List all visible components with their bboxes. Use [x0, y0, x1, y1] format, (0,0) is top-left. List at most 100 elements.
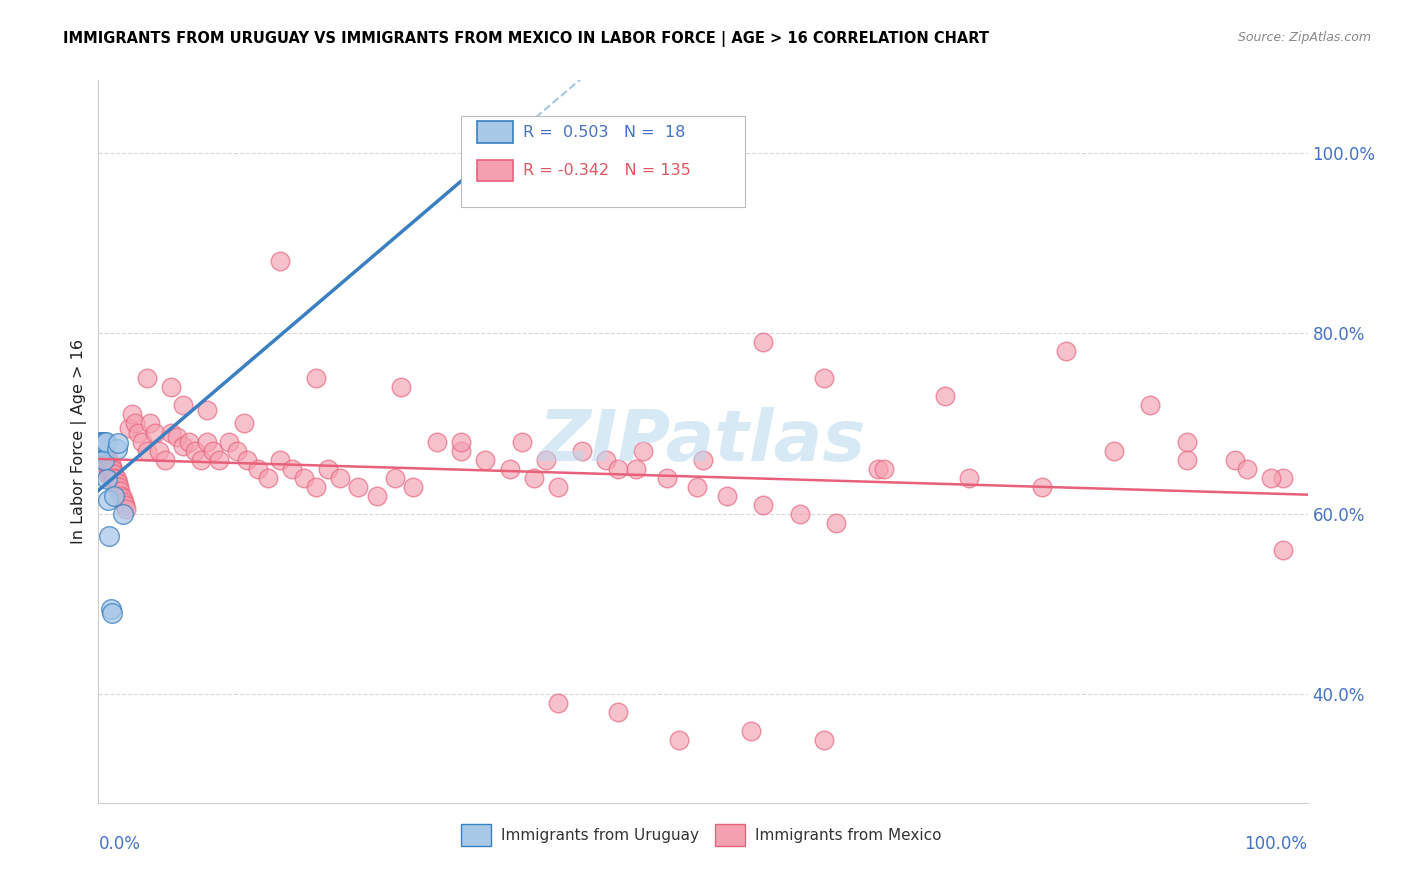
Point: [91, 452, 114, 467]
Point: [269, 254, 291, 268]
Point: [366, 489, 388, 503]
Point: [97, 464, 120, 478]
Point: [91, 442, 114, 456]
Point: [98, 459, 121, 474]
Point: [93, 452, 115, 467]
Point: [160, 425, 183, 440]
Point: [740, 723, 762, 738]
Point: [96, 450, 118, 464]
Point: [94, 434, 117, 449]
Point: [384, 471, 406, 485]
Point: [1054, 344, 1077, 359]
Point: [195, 434, 218, 449]
Point: [93, 461, 115, 475]
Point: [115, 502, 138, 516]
Point: [655, 471, 678, 485]
Point: [127, 425, 149, 440]
Point: [103, 489, 125, 503]
Point: [91, 436, 114, 450]
Point: [97, 493, 120, 508]
Text: ZIPatlas: ZIPatlas: [540, 407, 866, 476]
Point: [108, 480, 131, 494]
Point: [90, 448, 112, 462]
Point: [450, 434, 472, 449]
Point: [105, 473, 128, 487]
Point: [686, 480, 709, 494]
Point: [135, 371, 157, 385]
Point: [93, 446, 115, 460]
Point: [292, 471, 315, 485]
Point: [153, 452, 176, 467]
Point: [873, 461, 896, 475]
Point: [934, 389, 956, 403]
Point: [143, 425, 166, 440]
Point: [402, 480, 425, 494]
Text: Immigrants from Mexico: Immigrants from Mexico: [755, 828, 942, 843]
Point: [547, 480, 569, 494]
Point: [305, 480, 328, 494]
Point: [107, 484, 129, 499]
Point: [166, 430, 188, 444]
Point: [1260, 471, 1282, 485]
Point: [139, 417, 162, 431]
Point: [607, 706, 630, 720]
Point: [98, 529, 121, 543]
Point: [94, 445, 117, 459]
Text: Source: ZipAtlas.com: Source: ZipAtlas.com: [1237, 31, 1371, 45]
Point: [135, 443, 157, 458]
Point: [218, 434, 240, 449]
Point: [114, 498, 136, 512]
Point: [100, 459, 122, 474]
Point: [1223, 452, 1246, 467]
Point: [813, 371, 835, 385]
Point: [101, 471, 124, 485]
Point: [256, 471, 278, 485]
FancyBboxPatch shape: [716, 824, 745, 847]
Point: [100, 463, 122, 477]
Point: [668, 732, 690, 747]
Point: [1139, 398, 1161, 412]
Point: [93, 434, 115, 449]
Point: [1031, 480, 1053, 494]
Point: [1236, 461, 1258, 475]
Y-axis label: In Labor Force | Age > 16: In Labor Force | Age > 16: [72, 339, 87, 544]
Text: R =  0.503   N =  18: R = 0.503 N = 18: [523, 125, 685, 140]
Point: [107, 436, 129, 450]
Point: [94, 450, 117, 465]
Point: [111, 507, 134, 521]
Point: [789, 507, 811, 521]
Point: [305, 371, 328, 385]
Point: [1102, 443, 1125, 458]
Point: [190, 452, 212, 467]
Point: [208, 452, 231, 467]
Point: [1175, 452, 1198, 467]
Point: [98, 454, 121, 468]
Point: [269, 452, 291, 467]
Point: [90, 436, 112, 450]
Point: [89, 434, 111, 449]
Text: 100.0%: 100.0%: [1244, 835, 1308, 854]
Point: [825, 516, 848, 530]
Point: [813, 732, 835, 747]
Point: [104, 478, 127, 492]
FancyBboxPatch shape: [477, 160, 513, 181]
Point: [100, 466, 122, 480]
Point: [179, 434, 201, 449]
Point: [89, 443, 111, 458]
Point: [631, 443, 654, 458]
Point: [110, 489, 132, 503]
Point: [91, 445, 114, 459]
Point: [91, 443, 114, 458]
Point: [1272, 542, 1295, 557]
Point: [172, 439, 194, 453]
Point: [426, 434, 449, 449]
Point: [93, 442, 115, 456]
Point: [184, 443, 207, 458]
Point: [571, 443, 593, 458]
Point: [868, 461, 890, 475]
Point: [752, 335, 775, 350]
Point: [97, 452, 120, 467]
Point: [107, 476, 129, 491]
Point: [534, 452, 557, 467]
Point: [692, 452, 714, 467]
